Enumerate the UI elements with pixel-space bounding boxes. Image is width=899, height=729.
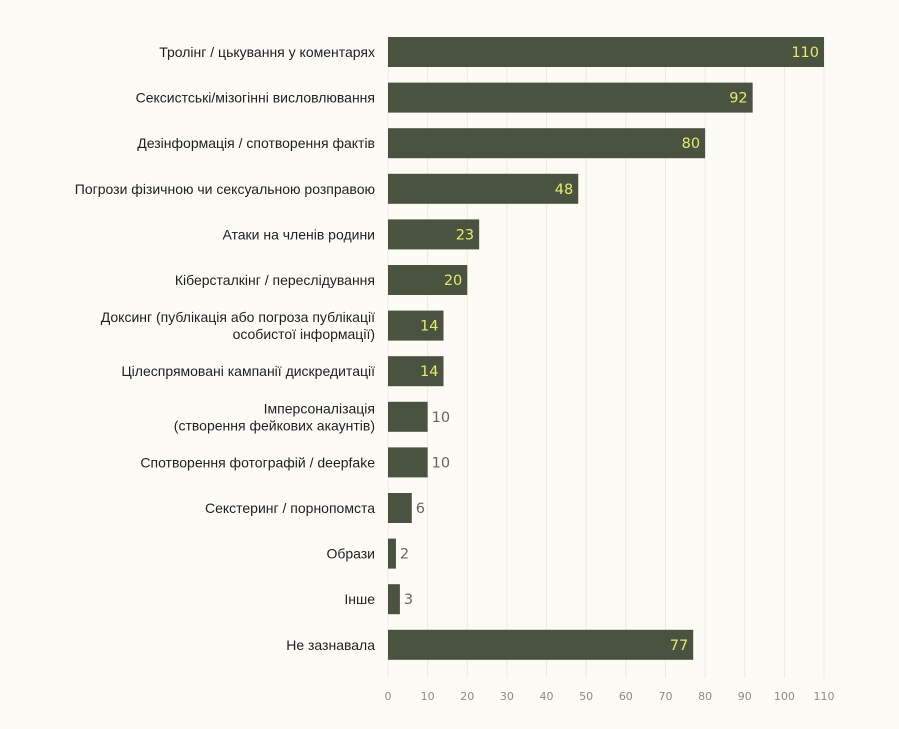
category-label: Образи	[326, 546, 375, 562]
value-label: 14	[420, 319, 438, 335]
bar	[388, 173, 579, 204]
category-label: Імперсоналізація (створення фейкових акау…	[174, 400, 375, 433]
category-label: Спотворення фотографій / deepfake	[140, 454, 375, 470]
x-axis-ticks: 0 10 20 30 40 50 60 70 80 90 100 110	[385, 690, 835, 703]
x-tick-label: 20	[460, 690, 474, 703]
value-label: 92	[729, 91, 747, 107]
value-label: 20	[444, 273, 462, 289]
x-tick-label: 50	[579, 690, 593, 703]
category-label: Тролінг / цькування у коментарях	[159, 44, 375, 60]
bar	[388, 629, 694, 660]
value-label: 110	[791, 45, 819, 61]
bar	[388, 265, 468, 295]
value-label: 14	[420, 364, 438, 380]
value-label: 80	[682, 136, 700, 152]
category-label: Погрози фізичною чи сексуальною розправо…	[75, 181, 375, 197]
bar	[388, 493, 412, 523]
category-label: Сексистські/мізогінні висловлювання	[136, 90, 375, 106]
value-label: 10	[432, 410, 450, 426]
x-tick-label: 100	[774, 690, 795, 703]
value-label: 48	[555, 182, 573, 198]
bars	[388, 37, 824, 660]
x-tick-label: 110	[814, 690, 835, 703]
bar	[388, 37, 824, 67]
x-tick-label: 80	[698, 690, 712, 703]
category-label: Атаки на членів родини	[222, 226, 375, 242]
bar	[388, 401, 428, 432]
bar	[388, 128, 706, 159]
bar	[388, 219, 480, 250]
bar	[388, 538, 396, 569]
category-label: Інше	[344, 591, 375, 607]
value-label: 2	[400, 547, 409, 563]
category-label: Цілеспрямовані кампанії дискредитації	[121, 363, 375, 379]
x-tick-label: 10	[421, 690, 435, 703]
category-label: Не зазнавала	[286, 637, 375, 653]
bar	[388, 584, 400, 615]
category-label: Секстеринг / порнопомста	[205, 500, 375, 516]
value-label: 3	[404, 592, 413, 608]
x-tick-label: 30	[500, 690, 514, 703]
category-label: Дезінформація / спотворення фактів	[137, 135, 375, 151]
x-tick-label: 60	[619, 690, 633, 703]
value-label: 10	[432, 455, 450, 471]
category-labels: Тролінг / цькування у коментарях Сексистс…	[75, 44, 375, 653]
x-tick-label: 0	[385, 690, 392, 703]
bar	[388, 447, 428, 478]
category-label: Доксинг (публікація або погроза публікац…	[101, 309, 375, 342]
x-tick-label: 70	[658, 690, 672, 703]
category-label: Кіберсталкінг / переслідування	[175, 272, 375, 288]
bar	[388, 356, 444, 387]
x-tick-label: 40	[540, 690, 554, 703]
bar	[388, 82, 753, 113]
bar	[388, 310, 444, 341]
value-label: 77	[670, 638, 688, 654]
x-tick-label: 90	[738, 690, 752, 703]
value-label: 23	[456, 227, 474, 243]
value-label: 6	[416, 501, 425, 517]
